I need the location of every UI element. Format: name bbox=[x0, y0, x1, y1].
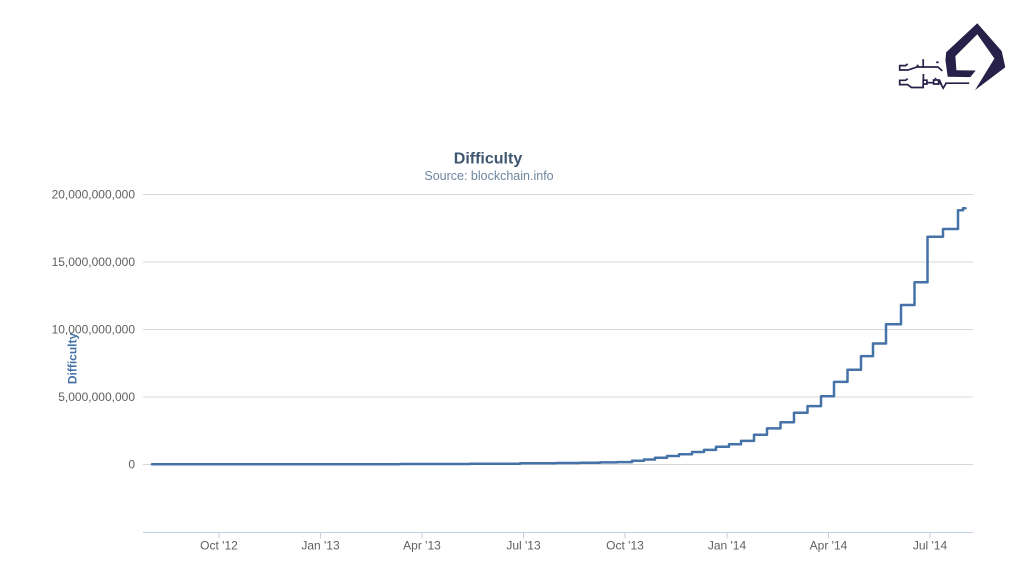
svg-text:Jan '14: Jan '14 bbox=[708, 539, 747, 553]
svg-text:Jan '13: Jan '13 bbox=[301, 539, 340, 553]
svg-text:Jul '14: Jul '14 bbox=[913, 539, 948, 553]
svg-text:Oct '12: Oct '12 bbox=[200, 539, 238, 553]
svg-text:10,000,000,000: 10,000,000,000 bbox=[52, 323, 136, 337]
svg-text:Jul '13: Jul '13 bbox=[506, 539, 541, 553]
svg-text:Oct '13: Oct '13 bbox=[606, 539, 644, 553]
svg-text:20,000,000,000: 20,000,000,000 bbox=[52, 188, 136, 202]
svg-text:0: 0 bbox=[128, 458, 135, 472]
svg-text:Apr '13: Apr '13 bbox=[403, 539, 441, 553]
svg-text:5,000,000,000: 5,000,000,000 bbox=[58, 390, 135, 404]
svg-text:Apr '14: Apr '14 bbox=[810, 539, 848, 553]
svg-text:Difficulty: Difficulty bbox=[66, 333, 80, 385]
svg-text:Difficulty: Difficulty bbox=[454, 151, 523, 168]
svg-text:Source: blockchain.info: Source: blockchain.info bbox=[424, 169, 553, 183]
svg-text:15,000,000,000: 15,000,000,000 bbox=[52, 255, 136, 269]
